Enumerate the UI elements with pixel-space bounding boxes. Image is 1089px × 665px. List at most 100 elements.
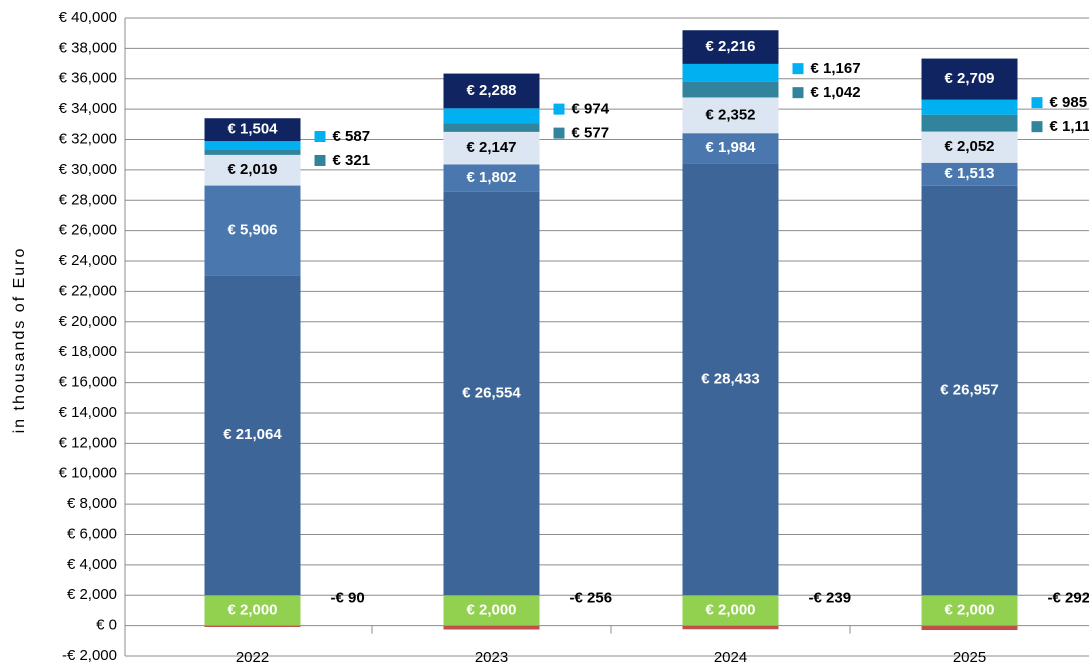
data-label: -€ 292 (1048, 589, 1089, 606)
data-label: € 28,433 (701, 370, 759, 387)
bar-segment (682, 133, 779, 164)
y-tick-label: € 8,000 (67, 495, 117, 512)
bar-segment (682, 63, 779, 82)
bar-segment (443, 595, 540, 626)
y-tick-label: € 34,000 (59, 100, 117, 117)
data-label: € 2,052 (944, 138, 994, 155)
label-marker (792, 63, 804, 75)
bar-segment (921, 99, 1018, 115)
bar-segment (443, 191, 540, 596)
bar-segment (682, 81, 779, 98)
data-label: € 2,147 (466, 139, 516, 156)
bar-segment (204, 118, 301, 142)
bar-segment (921, 58, 1018, 100)
bar-segment (443, 108, 540, 124)
data-label: € 2,352 (705, 106, 755, 123)
bar-segment (204, 625, 301, 627)
y-tick-label: € 22,000 (59, 282, 117, 299)
y-tick-label: € 14,000 (59, 404, 117, 421)
data-label: € 985 (1050, 94, 1088, 111)
data-label: € 577 (572, 125, 610, 142)
bar-segment (921, 114, 1018, 132)
bar-segment (921, 185, 1018, 596)
bar-segment (921, 625, 1018, 631)
data-label: € 1,984 (705, 139, 756, 156)
bar-segment (204, 185, 301, 276)
bar-segment (682, 97, 779, 134)
data-label: -€ 239 (809, 589, 852, 606)
data-label: € 2,000 (705, 601, 755, 618)
bar-segment (443, 131, 540, 165)
data-label: € 974 (572, 101, 610, 118)
data-label: € 26,554 (462, 385, 521, 402)
label-marker (314, 130, 326, 142)
data-label: € 2,000 (466, 601, 516, 618)
bar-segment (682, 595, 779, 626)
data-label: € 21,064 (223, 426, 282, 443)
bar-segment (921, 162, 1018, 186)
bar-segment (921, 595, 1018, 626)
y-tick-label: € 20,000 (59, 313, 117, 330)
data-label: -€ 90 (331, 589, 365, 606)
y-tick-label: € 26,000 (59, 222, 117, 239)
data-label: € 1,042 (811, 84, 861, 101)
data-label: € 321 (333, 152, 371, 169)
bar-segment (682, 163, 779, 596)
x-tick-label: 2023 (475, 649, 508, 665)
y-tick-label: € 24,000 (59, 252, 117, 269)
x-tick-label: 2024 (714, 649, 747, 665)
y-tick-label: € 32,000 (59, 130, 117, 147)
y-tick-label: € 12,000 (59, 434, 117, 451)
data-label: € 1,114 (1050, 118, 1089, 135)
x-tick-label: 2022 (236, 649, 269, 665)
data-label: € 2,216 (705, 38, 755, 55)
y-tick-label: € 0 (96, 617, 117, 634)
bar-segment (443, 123, 540, 132)
data-label: € 1,504 (227, 121, 278, 138)
x-tick-label: 2025 (953, 649, 986, 665)
label-marker (553, 127, 565, 139)
bar-segment (204, 150, 301, 155)
data-label: € 5,906 (227, 221, 277, 238)
label-marker (1031, 121, 1043, 133)
data-label: € 2,019 (227, 161, 277, 178)
data-label: € 1,167 (811, 60, 861, 77)
label-marker (792, 87, 804, 99)
data-label: -€ 256 (570, 589, 613, 606)
y-tick-label: € 40,000 (59, 9, 117, 26)
y-tick-label: € 18,000 (59, 343, 117, 360)
data-label: € 26,957 (940, 381, 998, 398)
label-marker (314, 154, 326, 166)
bar-segment (204, 595, 301, 626)
bar-segment (204, 275, 301, 596)
data-label: € 587 (333, 128, 371, 145)
data-label: € 1,802 (466, 169, 516, 186)
label-marker (553, 103, 565, 115)
data-label: € 1,513 (944, 165, 994, 182)
label-marker (1031, 97, 1043, 109)
bar-segment (204, 154, 301, 186)
y-tick-label: -€ 2,000 (62, 647, 117, 664)
y-tick-label: € 10,000 (59, 465, 117, 482)
data-label: € 2,000 (227, 601, 277, 618)
bar-segment (443, 625, 540, 630)
bar-segment (682, 625, 779, 630)
bar-segment (204, 141, 301, 151)
y-tick-label: € 6,000 (67, 525, 117, 542)
bar-segment (682, 30, 779, 64)
y-tick-label: € 28,000 (59, 191, 117, 208)
y-tick-label: € 2,000 (67, 586, 117, 603)
data-label: € 2,288 (466, 82, 516, 99)
y-tick-label: € 16,000 (59, 374, 117, 391)
data-label: € 2,000 (944, 601, 994, 618)
y-tick-label: € 30,000 (59, 161, 117, 178)
bar-segment (443, 164, 540, 192)
data-label: € 2,709 (944, 70, 994, 87)
bar-segment (921, 131, 1018, 163)
y-tick-label: € 4,000 (67, 556, 117, 573)
y-axis-label: in thousands of Euro (11, 247, 28, 434)
y-tick-label: € 38,000 (59, 39, 117, 56)
y-tick-label: € 36,000 (59, 70, 117, 87)
bar-segment (443, 73, 540, 109)
